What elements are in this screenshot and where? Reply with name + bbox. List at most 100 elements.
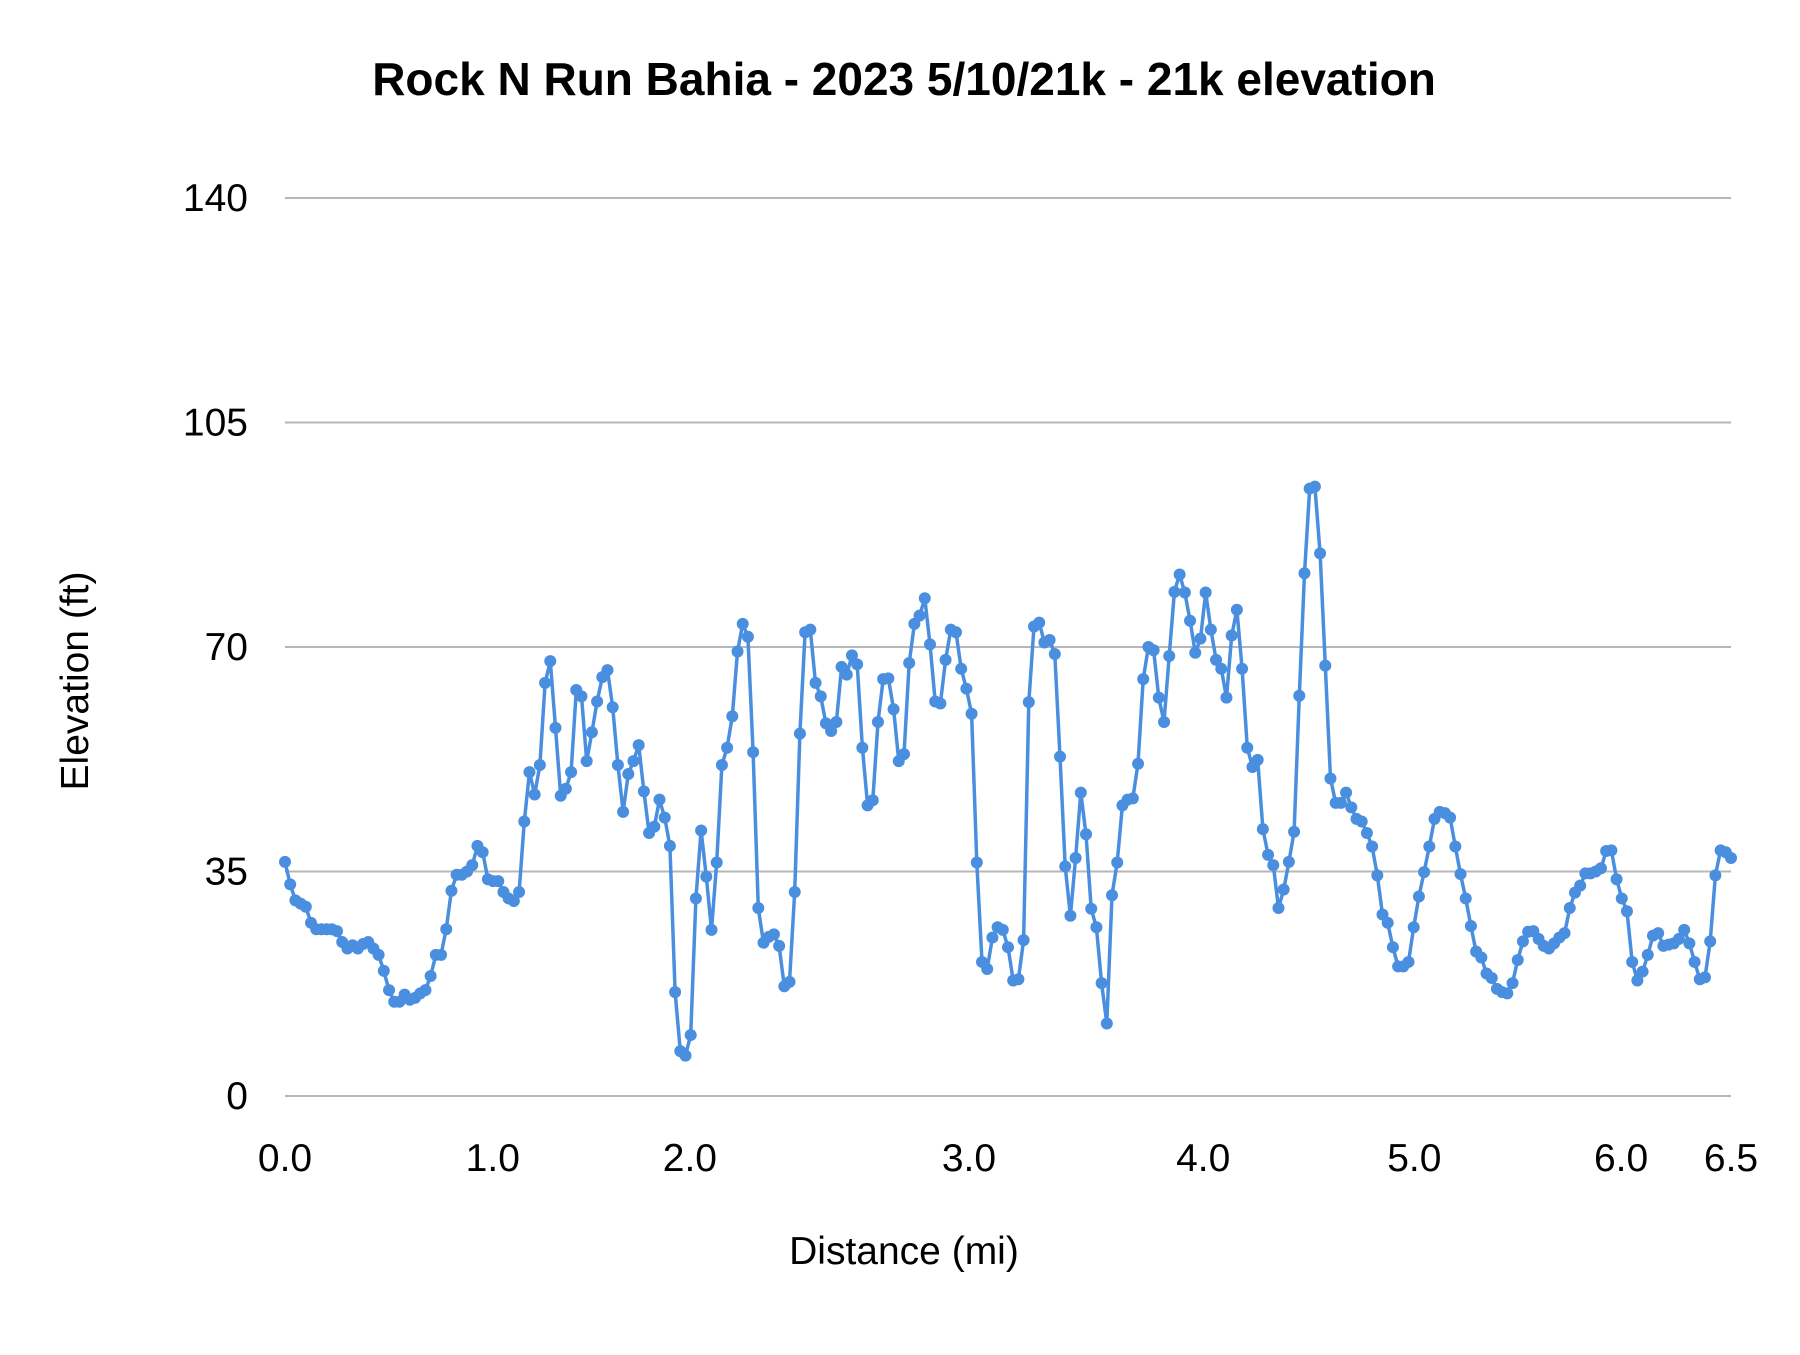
x-axis-title: Distance (mi) <box>789 1230 1019 1273</box>
data-point <box>1033 616 1046 629</box>
data-point <box>731 645 744 658</box>
data-point <box>528 788 541 801</box>
data-point <box>1126 792 1139 805</box>
data-point <box>1267 859 1280 872</box>
data-point <box>1017 934 1030 947</box>
data-point <box>1402 955 1415 968</box>
data-point <box>715 759 728 772</box>
data-point <box>1459 892 1472 905</box>
data-point <box>1199 586 1212 599</box>
data-point <box>1256 823 1269 836</box>
data-point <box>1308 480 1321 493</box>
data-point <box>986 931 999 944</box>
series-line <box>283 484 1733 1058</box>
data-point <box>575 690 588 703</box>
data-point <box>1100 1017 1113 1030</box>
data-point <box>721 741 734 754</box>
data-point <box>1230 603 1243 616</box>
data-point <box>1558 927 1571 940</box>
data-point <box>1475 951 1488 964</box>
data-point <box>934 697 947 710</box>
data-point <box>1095 977 1108 990</box>
data-point <box>492 875 505 888</box>
x-tick-label: 1.0 <box>466 1137 520 1180</box>
data-point <box>331 925 344 938</box>
data-point <box>1506 977 1519 990</box>
y-tick-label: 35 <box>205 851 248 894</box>
data-point <box>1251 753 1264 766</box>
data-point <box>955 662 968 675</box>
data-point <box>299 900 312 913</box>
data-point <box>1204 623 1217 636</box>
data-point <box>840 668 853 681</box>
data-point <box>1002 941 1014 954</box>
data-point <box>1449 840 1462 853</box>
data-point <box>1418 866 1431 879</box>
data-point <box>1173 568 1186 581</box>
data-point <box>606 701 619 714</box>
data-point <box>741 630 754 643</box>
data-point <box>845 649 858 662</box>
data-point <box>1725 852 1737 865</box>
data-point <box>1605 844 1618 857</box>
data-point <box>1386 941 1399 954</box>
data-point <box>1137 673 1150 686</box>
data-point <box>1132 757 1145 770</box>
data-point <box>1090 921 1103 934</box>
data-point <box>897 748 910 761</box>
data-point <box>601 664 614 677</box>
data-point <box>1319 659 1332 672</box>
series-elevation <box>279 480 1737 1062</box>
data-point <box>1709 869 1722 882</box>
y-tick-label: 70 <box>205 626 248 669</box>
data-point <box>1074 786 1087 799</box>
data-point <box>1189 646 1202 659</box>
data-point <box>1636 965 1649 978</box>
x-tick-label: 6.0 <box>1594 1137 1648 1180</box>
data-point <box>1293 689 1306 702</box>
data-point <box>830 716 843 729</box>
data-point <box>627 755 640 768</box>
data-point <box>684 1029 697 1042</box>
y-tick-label: 140 <box>183 177 248 220</box>
data-point <box>653 793 666 806</box>
data-point <box>1168 585 1181 598</box>
data-point <box>1064 909 1077 922</box>
data-point <box>1345 801 1358 814</box>
data-point <box>1298 567 1311 580</box>
data-point <box>466 859 479 872</box>
data-point <box>710 856 723 869</box>
data-point <box>622 768 635 781</box>
data-point <box>440 923 453 936</box>
data-point <box>788 886 801 899</box>
data-point <box>887 703 900 716</box>
data-point <box>507 895 520 908</box>
data-point <box>591 695 604 708</box>
data-point <box>1574 879 1587 892</box>
data-point <box>918 592 931 605</box>
data-point <box>1272 902 1285 915</box>
data-point <box>767 928 780 941</box>
data-point <box>1423 840 1436 853</box>
data-point <box>637 785 650 798</box>
data-point <box>1069 852 1082 865</box>
data-point <box>1262 848 1275 861</box>
data-point <box>1371 869 1384 882</box>
data-point <box>424 970 437 983</box>
x-axis-ticks: 0.0 1.0 2.0 3.0 4.0 5.0 6.0 6.5 <box>258 1137 1758 1180</box>
data-point <box>679 1049 692 1062</box>
data-point <box>1236 662 1249 675</box>
data-point <box>1360 827 1373 840</box>
data-point <box>1152 691 1165 704</box>
data-point <box>1652 927 1665 940</box>
data-point <box>1412 890 1425 903</box>
data-point <box>1163 649 1176 662</box>
data-point <box>814 690 827 703</box>
data-point <box>544 655 557 668</box>
data-point <box>1454 868 1467 881</box>
data-point <box>1324 772 1337 785</box>
data-point <box>1012 973 1025 986</box>
data-point <box>580 755 593 768</box>
data-point <box>518 815 531 828</box>
